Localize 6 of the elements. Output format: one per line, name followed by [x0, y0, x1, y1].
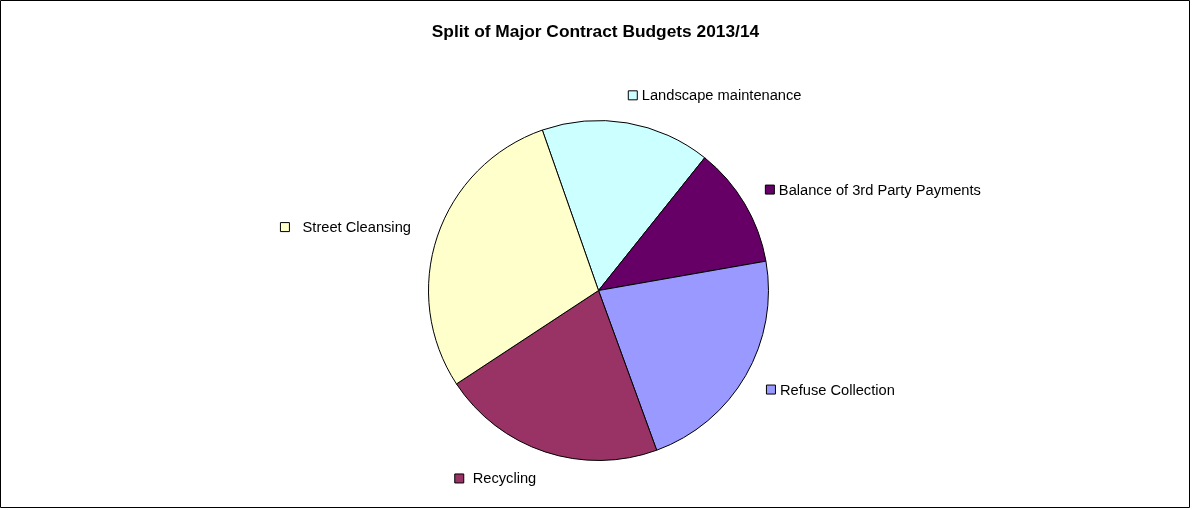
legend-label: Balance of 3rd Party Payments: [778, 181, 981, 198]
legend-label: Recycling: [472, 470, 537, 487]
legend-label: Refuse Collection: [779, 381, 895, 398]
legend-label: Landscape maintenance: [641, 87, 802, 104]
legend-label: Street Cleansing: [302, 219, 411, 236]
chart-title: Split of Major Contract Budgets 2013/14: [431, 20, 760, 41]
